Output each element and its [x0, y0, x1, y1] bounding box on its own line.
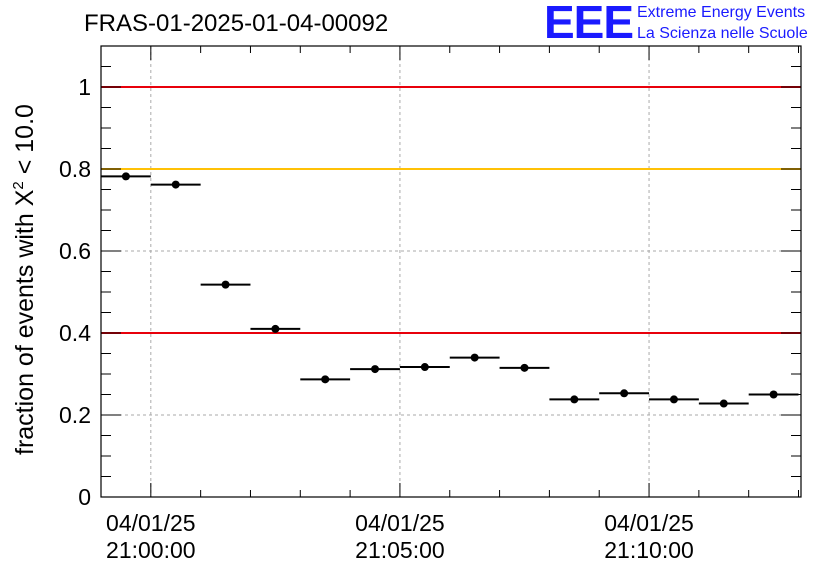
x-tick-label-date: 04/01/25 [355, 510, 445, 536]
x-tick-label-time: 21:00:00 [106, 537, 196, 563]
y-axis-label: fraction of events with X2 < 10.0 [10, 104, 39, 455]
x-tick-label-date: 04/01/25 [106, 510, 196, 536]
data-point [719, 399, 728, 408]
data-point [520, 363, 529, 372]
y-axis: 0 0.2 0.4 0.6 0.8 1 [59, 66, 801, 510]
data-point [769, 390, 778, 399]
data-point [271, 324, 280, 333]
data-point [669, 395, 678, 404]
data-point [221, 280, 230, 289]
chi-superscript: 2 [10, 181, 27, 189]
x-axis: 04/01/2521:00:0004/01/2521:05:0004/01/25… [100, 46, 800, 563]
data-point [470, 353, 479, 362]
y-tick-label: 0.6 [59, 238, 91, 264]
x-tick-label-date: 04/01/25 [604, 510, 694, 536]
y-tick-label: 0.4 [59, 320, 91, 346]
data-point [570, 395, 579, 404]
data-point [420, 363, 429, 372]
reference-lines [101, 86, 801, 334]
data-point [371, 365, 380, 374]
x-tick-label-time: 21:10:00 [604, 537, 694, 563]
y-tick-label: 0.2 [59, 402, 91, 428]
data-point [620, 389, 629, 398]
eee-logo-mark: EEE [544, 0, 634, 48]
plot-frame [100, 45, 802, 498]
data-point [121, 172, 130, 181]
data-point [321, 375, 330, 384]
y-tick-label: 0.8 [59, 156, 91, 182]
x-tick-label-time: 21:05:00 [355, 537, 445, 563]
chi-symbol: X [11, 189, 39, 206]
logo-line-2: La Scienza nelle Scuole [637, 25, 808, 42]
grid-lines [101, 46, 801, 497]
logo-line-1: Extreme Energy Events [637, 4, 806, 21]
y-tick-label: 0 [78, 484, 91, 510]
y-tick-label: 1 [78, 74, 91, 100]
data-points [101, 172, 799, 408]
data-point [171, 180, 180, 189]
chart-title: FRAS-01-2025-01-04-00092 [84, 10, 389, 37]
